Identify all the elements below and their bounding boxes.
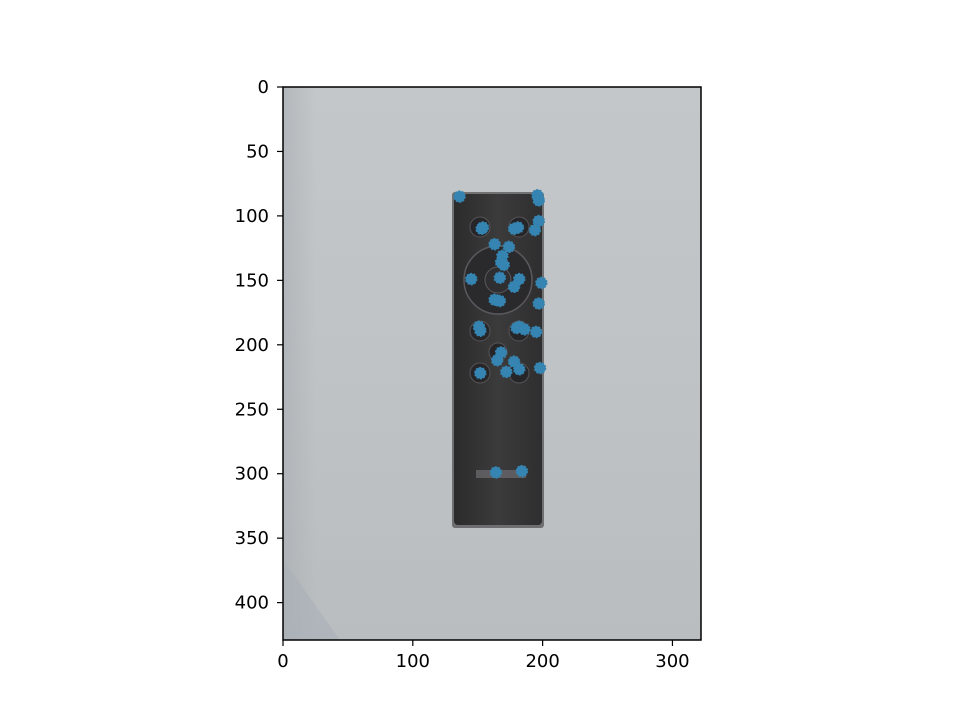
y-tick-label: 150 xyxy=(235,270,269,291)
y-tick-label: 50 xyxy=(246,141,269,162)
y-tick-label: 400 xyxy=(235,593,269,614)
scatter-point xyxy=(528,223,542,237)
scatter-point xyxy=(489,466,503,479)
scatter-point xyxy=(488,238,501,251)
x-axis: 0 100 200 300 xyxy=(277,640,690,672)
x-tick-label: 300 xyxy=(655,651,689,672)
scatter-point xyxy=(475,222,488,236)
scatter-point xyxy=(502,240,516,254)
plot-area xyxy=(283,87,701,640)
scatter-point xyxy=(464,272,478,286)
scatter-point xyxy=(500,365,513,379)
scatter-point xyxy=(490,354,504,367)
scatter-point xyxy=(518,323,531,336)
x-tick-label: 0 xyxy=(277,651,288,672)
scatter-points xyxy=(453,189,548,479)
scatter-point xyxy=(474,366,487,380)
scatter-point xyxy=(511,221,525,234)
scatter-point xyxy=(493,294,507,308)
scatter-point xyxy=(532,297,545,310)
scatter-point xyxy=(513,363,526,376)
scatter-point xyxy=(515,464,529,478)
y-tick-label: 0 xyxy=(258,77,269,98)
scatter-point xyxy=(535,276,548,290)
scatter-point xyxy=(472,320,486,334)
y-tick-label: 100 xyxy=(235,206,269,227)
scatter-point xyxy=(493,271,507,285)
scatter-point xyxy=(532,194,545,207)
scatter-point xyxy=(513,272,526,286)
y-tick-label: 250 xyxy=(235,399,269,420)
scatter-point xyxy=(453,190,466,203)
scatter-point xyxy=(507,280,521,294)
x-tick-label: 100 xyxy=(396,651,430,672)
scatter-point xyxy=(497,258,510,272)
y-tick-label: 350 xyxy=(235,528,269,549)
scatter-point xyxy=(533,361,547,375)
y-tick-label: 300 xyxy=(235,464,269,485)
y-tick-label: 200 xyxy=(235,335,269,356)
x-tick-label: 200 xyxy=(525,651,559,672)
plot-frame xyxy=(282,86,702,641)
y-axis: 0 50 100 150 200 250 300 350 400 xyxy=(235,77,283,614)
scatter-point xyxy=(529,325,543,339)
